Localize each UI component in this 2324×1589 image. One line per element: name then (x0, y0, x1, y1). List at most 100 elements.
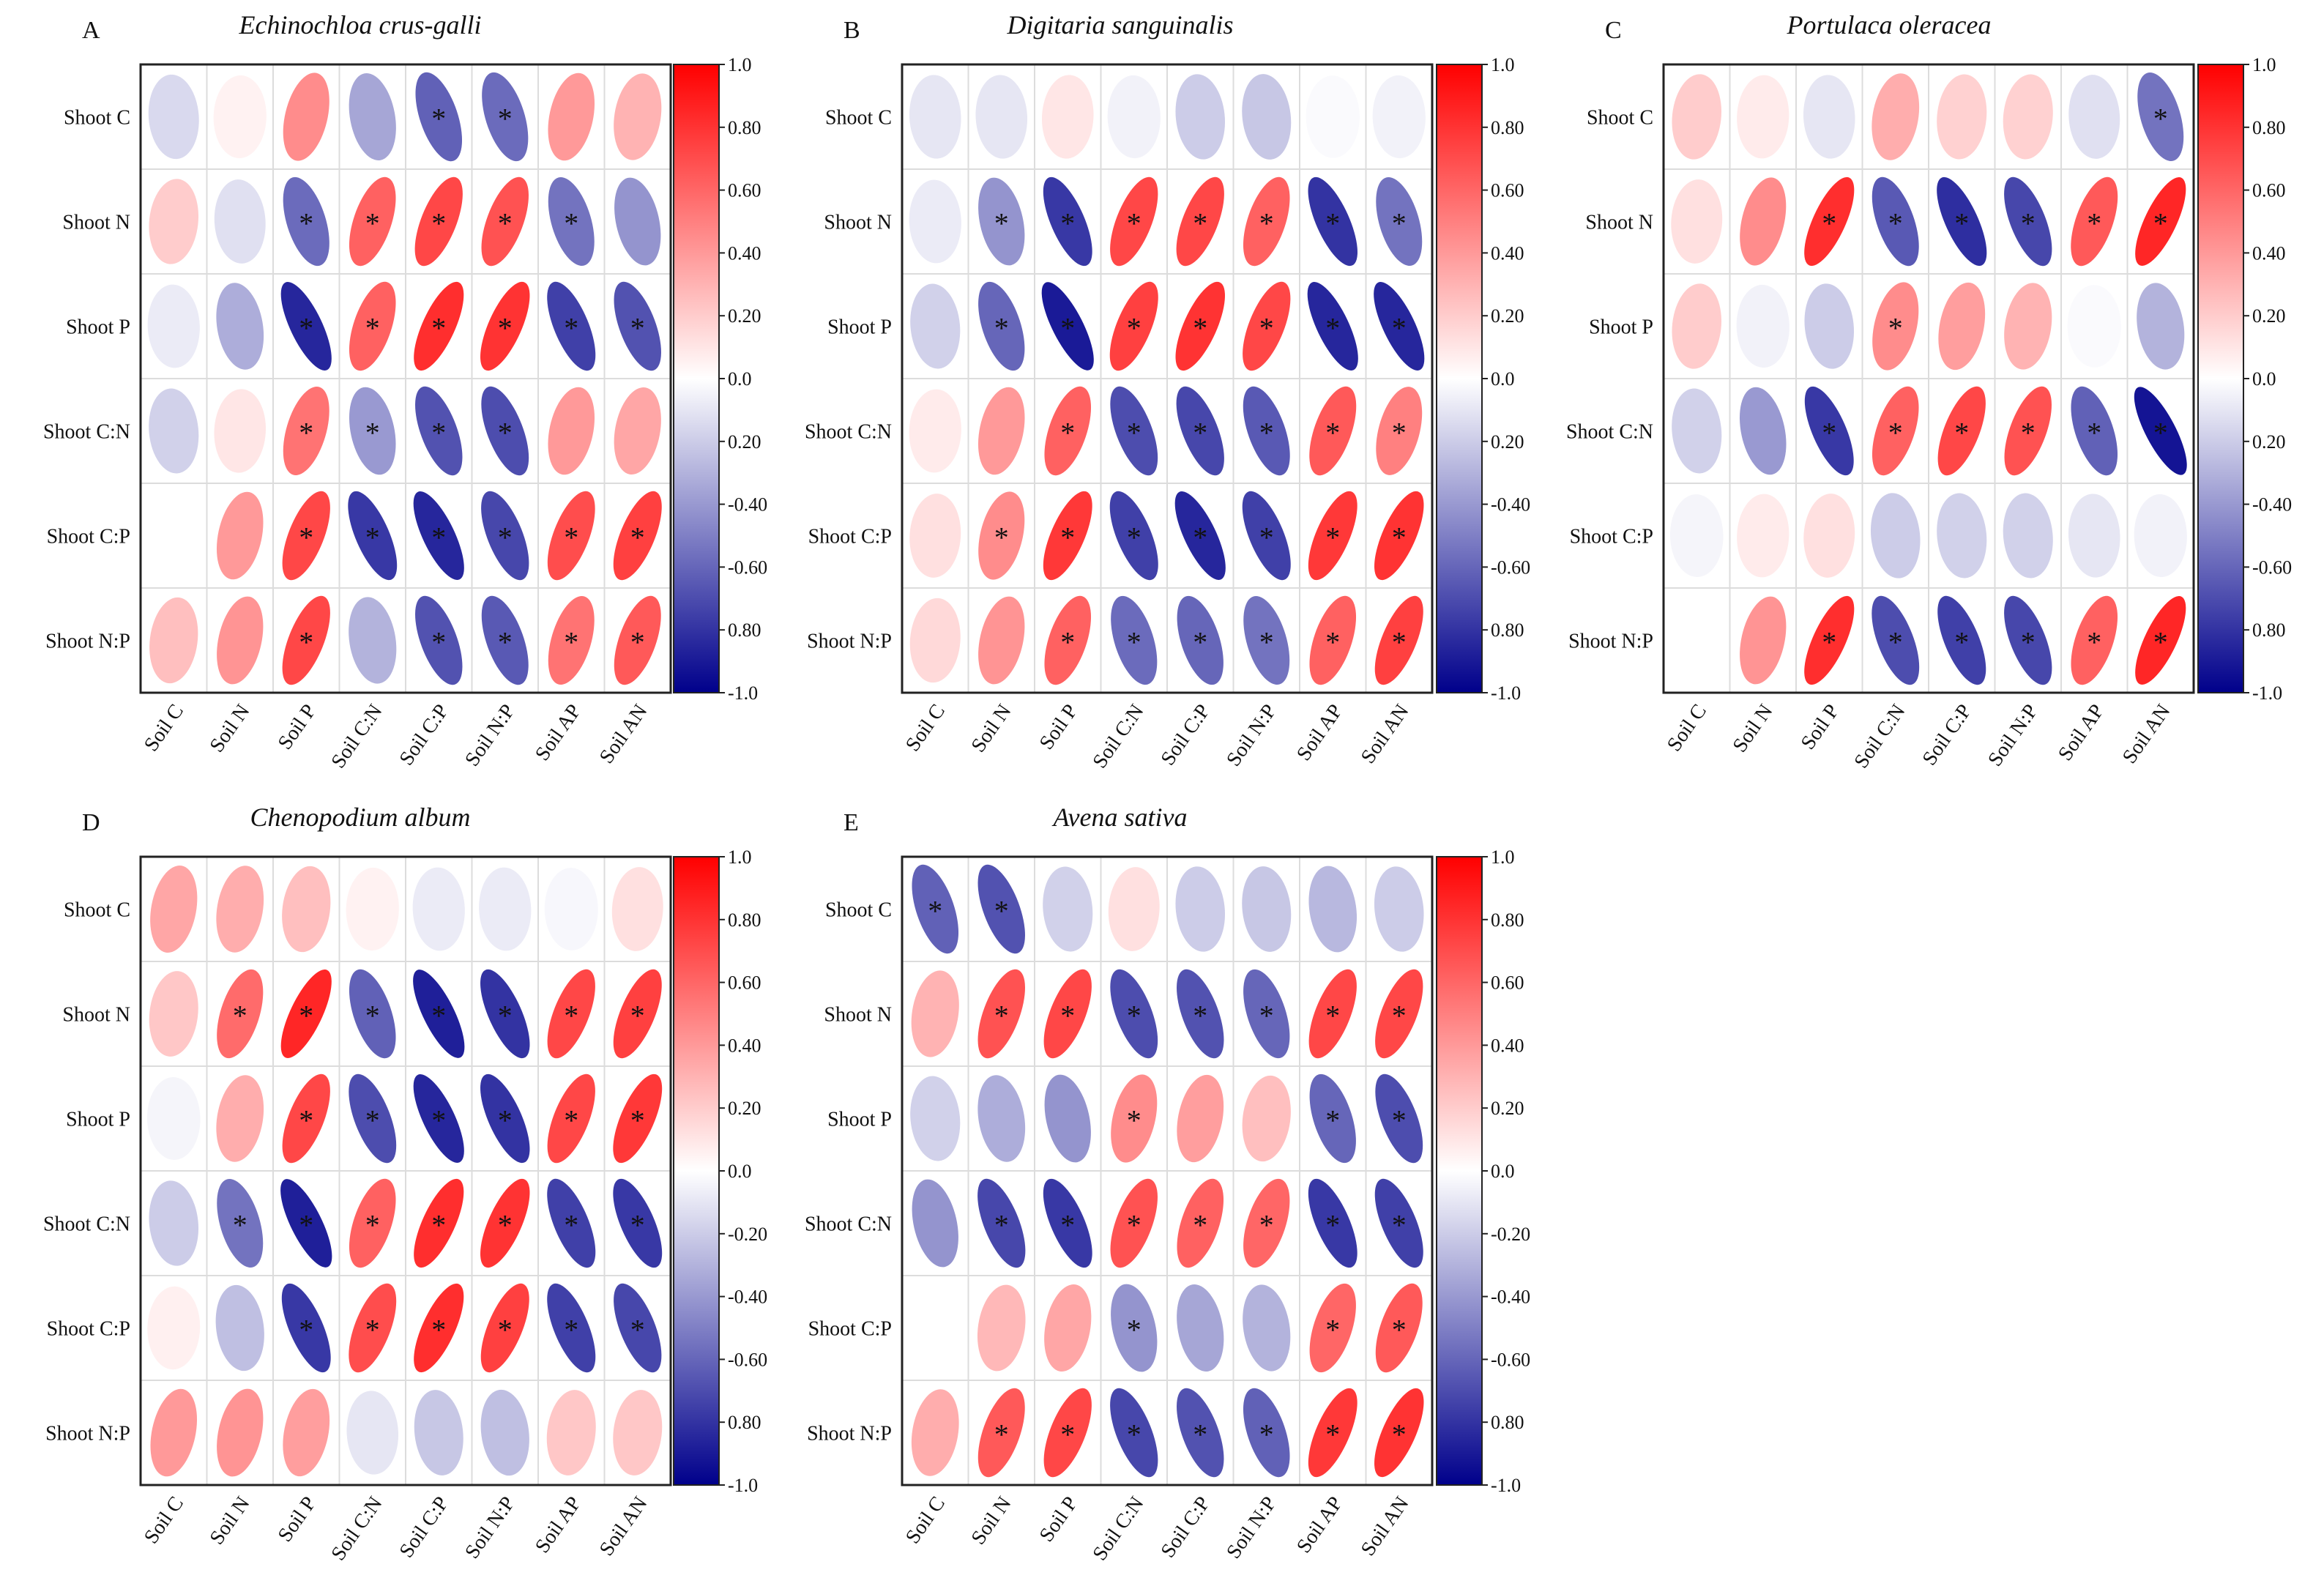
correlation-ellipse (1242, 74, 1292, 160)
grid-border (139, 63, 672, 694)
colorbar-tick-label: -0.40 (1491, 494, 1530, 516)
significance-star: * (1060, 626, 1075, 659)
significance-star: * (498, 1000, 513, 1032)
correlation-ellipse (1737, 75, 1789, 159)
col-label: Soil AN (595, 700, 652, 767)
colorbar-tick-label: 0.80 (728, 117, 761, 138)
significance-star: * (1888, 207, 1903, 240)
colorbar-tick-label: 0.40 (1491, 1035, 1524, 1056)
row-label: Shoot P (1589, 316, 1653, 339)
significance-star: * (431, 521, 446, 554)
correlation-ellipse (1308, 1178, 1357, 1268)
correlation-ellipse (217, 596, 264, 685)
significance-star: * (365, 312, 380, 345)
correlation-ellipse (1872, 176, 1919, 267)
correlation-ellipse (1175, 74, 1226, 160)
significance-star: * (1392, 521, 1407, 554)
correlation-ellipse (1671, 179, 1723, 264)
panel-a: A Echinochloa crus-galli * * * * * * * * * * * * * * * * *… (43, 10, 767, 773)
col-label: Soil AN (2118, 700, 2175, 767)
significance-star: * (994, 312, 1009, 345)
correlation-ellipse (2071, 176, 2118, 267)
correlation-ellipse (2003, 74, 2053, 160)
significance-star: * (630, 312, 645, 345)
correlation-ellipse (1672, 388, 1722, 474)
colorbar-tick-label: -0.60 (2252, 557, 2292, 578)
colorbar-tick-label: 1.0 (728, 54, 752, 75)
correlation-ellipse (282, 491, 330, 581)
correlation-ellipse (548, 176, 595, 267)
correlation-ellipse (546, 1390, 596, 1476)
correlation-ellipse (2135, 177, 2186, 266)
correlation-ellipse (975, 75, 1028, 159)
correlation-ellipse (1804, 176, 1855, 267)
significance-star: * (994, 207, 1009, 240)
correlation-ellipse (1374, 282, 1425, 371)
significance-star: * (1259, 207, 1274, 240)
correlation-ellipse (1737, 494, 1789, 578)
correlation-ellipse (613, 1073, 663, 1164)
correlation-ellipse (1740, 596, 1787, 685)
significance-star: * (1392, 1418, 1407, 1451)
significance-star: * (498, 626, 513, 659)
significance-star: * (2153, 626, 2168, 659)
correlation-ellipse (216, 283, 264, 370)
colorbar-tick-label: 0.60 (728, 972, 761, 994)
col-label: Soil N (206, 700, 255, 756)
correlation-ellipse (1938, 282, 1986, 371)
significance-star: * (630, 1000, 645, 1032)
correlation-ellipse (480, 1073, 530, 1164)
significance-star: * (1259, 1209, 1274, 1242)
significance-star: * (1822, 207, 1836, 240)
correlation-ellipse (1375, 1283, 1423, 1373)
significance-star: * (1954, 626, 1969, 659)
correlation-ellipse (150, 866, 198, 953)
correlation-ellipse (911, 1389, 959, 1476)
significance-star: * (630, 626, 645, 659)
panel-letter: D (82, 809, 100, 836)
correlation-ellipse (1043, 491, 1092, 581)
row-label: Shoot C:N (805, 421, 892, 444)
correlation-ellipse (414, 1178, 464, 1268)
panel-d: D Chenopodium album * * * * * * * * * * * * * * * * * * * * * *… (43, 803, 767, 1565)
significance-star: * (365, 1000, 380, 1032)
correlation-ellipse (977, 1388, 1025, 1478)
correlation-ellipse (1043, 1388, 1092, 1478)
col-label: Soil AP (1292, 700, 1347, 765)
colorbar-tick-label: 0.60 (2252, 180, 2286, 201)
correlation-ellipse (978, 596, 1025, 685)
colorbar-tick-label: 0.80 (1491, 619, 1524, 641)
col-label: Soil N (967, 1492, 1016, 1549)
significance-star: * (1259, 626, 1274, 659)
colorbar-tick-label: 0.20 (1491, 305, 1524, 327)
correlation-ellipse (1176, 386, 1224, 476)
correlation-ellipse (217, 1178, 264, 1268)
significance-star: * (1822, 626, 1836, 659)
col-label: Soil C:N (1088, 700, 1148, 773)
correlation-ellipse (547, 969, 595, 1059)
correlation-ellipse (480, 1283, 529, 1373)
correlation-ellipse (481, 386, 529, 476)
correlation-ellipse (414, 1283, 464, 1373)
col-label: Soil P (1035, 700, 1082, 753)
correlation-ellipse (909, 494, 961, 578)
correlation-ellipse (2004, 283, 2052, 370)
colorbar-tick-label: 0.20 (2252, 431, 2286, 453)
grid-border (1662, 63, 2195, 694)
panel-letter: B (843, 17, 860, 44)
colorbar-tick-label: -1.0 (728, 682, 758, 704)
significance-star: * (1127, 1209, 1141, 1242)
significance-star: * (2087, 626, 2101, 659)
correlation-ellipse (1175, 281, 1225, 371)
correlation-ellipse (1308, 1388, 1357, 1478)
colorbar-tick-label: 0.40 (1491, 242, 1524, 264)
significance-star: * (1127, 417, 1141, 450)
correlation-ellipse (2134, 387, 2187, 475)
correlation-ellipse (613, 1178, 663, 1268)
correlation-ellipse (614, 1283, 662, 1373)
correlation-ellipse (1804, 283, 1855, 369)
col-label: Soil N (206, 1492, 255, 1549)
significance-star: * (498, 207, 513, 240)
significance-star: * (299, 1209, 313, 1242)
col-label: Soil C:N (1850, 700, 1910, 773)
